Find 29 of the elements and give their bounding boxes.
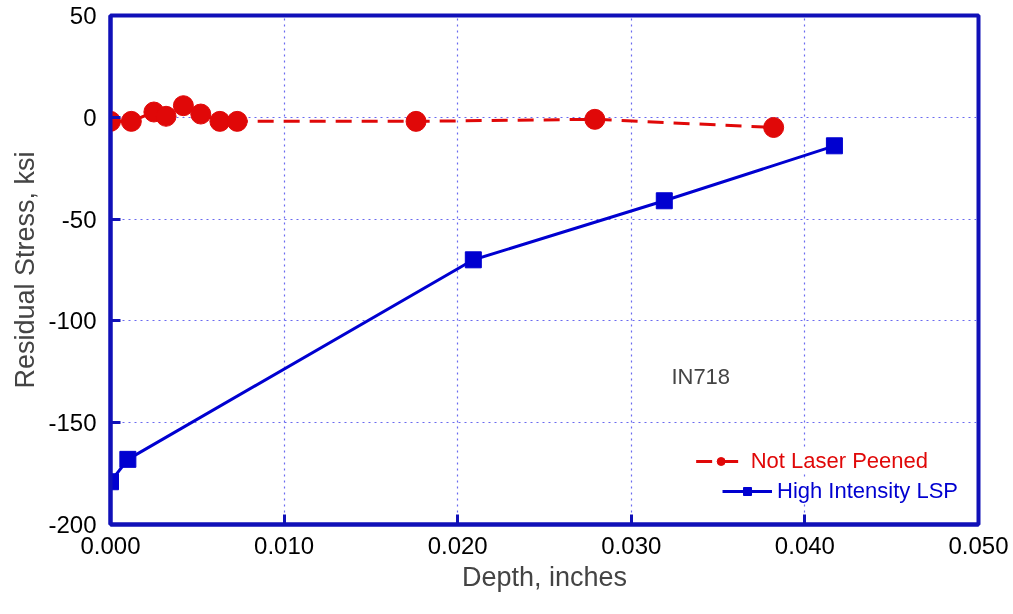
y-tick-label: 50 (69, 2, 97, 29)
x-axis-title: Depth, inches (461, 561, 628, 592)
point (655, 192, 673, 210)
point (172, 95, 194, 117)
y-tick-label: -100 (48, 307, 97, 335)
annotation: IN718 (671, 364, 731, 390)
x-tick-label: 0.020 (427, 531, 488, 559)
legend-label: Not Laser Peened (750, 448, 928, 474)
legend-label: High Intensity LSP (777, 478, 958, 504)
x-tick-label: 0.040 (774, 531, 835, 559)
y-tick-label: -150 (48, 409, 97, 437)
point (405, 110, 427, 132)
point (763, 117, 785, 138)
point (209, 110, 231, 132)
y-tick-label: 0 (83, 103, 97, 131)
point (119, 450, 137, 468)
point (825, 137, 843, 155)
point (226, 110, 248, 132)
point (190, 103, 212, 125)
y-tick-label: -50 (61, 205, 97, 233)
point (120, 110, 142, 132)
y-axis-title: Residual Stress, ksi (10, 151, 41, 389)
x-tick-label: 0.030 (601, 531, 662, 559)
point (155, 105, 177, 127)
y-tick-label: -200 (48, 511, 97, 538)
x-tick-label: 0.050 (948, 531, 1009, 559)
point (584, 108, 606, 130)
x-tick-label: 0.010 (254, 531, 315, 559)
point (464, 251, 482, 269)
